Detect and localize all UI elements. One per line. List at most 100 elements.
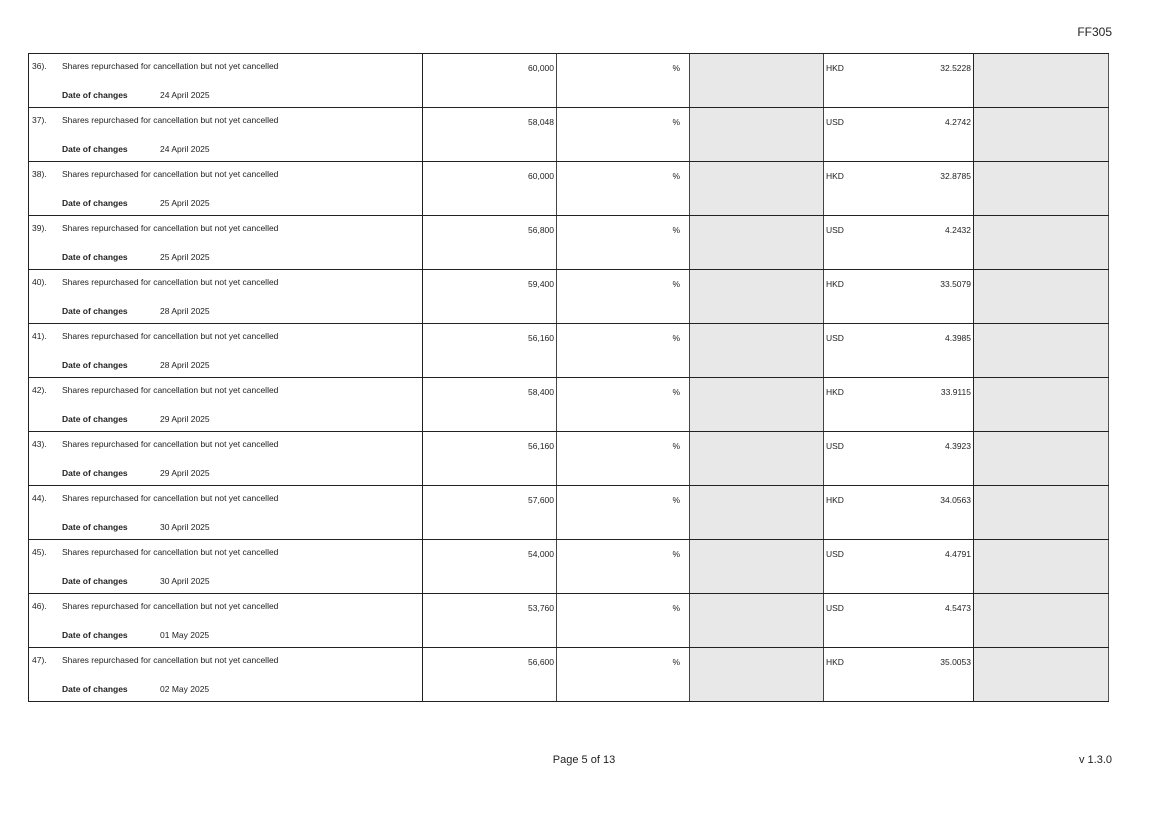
price-value: 34.0563 (940, 495, 971, 505)
shaded-cell (690, 108, 824, 161)
shaded-cell (690, 54, 824, 107)
percent-symbol: % (672, 441, 680, 451)
percent-symbol: % (672, 225, 680, 235)
event-description: Shares repurchased for cancellation but … (62, 331, 279, 341)
shaded-cell (690, 486, 824, 539)
price-value: 33.5079 (940, 279, 971, 289)
event-description: Shares repurchased for cancellation but … (62, 601, 279, 611)
currency: HKD (826, 387, 844, 397)
shares-value: 58,048 (528, 117, 554, 127)
percent-symbol: % (672, 603, 680, 613)
description-cell: 39). Shares repurchased for cancellation… (29, 216, 423, 269)
price-cell: USD 4.3985 (824, 324, 974, 377)
description-cell: 46). Shares repurchased for cancellation… (29, 594, 423, 647)
event-description: Shares repurchased for cancellation but … (62, 277, 279, 287)
currency: HKD (826, 63, 844, 73)
shares-value: 54,000 (528, 549, 554, 559)
price-value: 32.8785 (940, 171, 971, 181)
table-row: 39). Shares repurchased for cancellation… (29, 216, 1109, 270)
shaded-cell (974, 378, 1109, 431)
shaded-cell (690, 324, 824, 377)
shares-value: 60,000 (528, 171, 554, 181)
shaded-cell (974, 108, 1109, 161)
description-cell: 37). Shares repurchased for cancellation… (29, 108, 423, 161)
percent-cell: % (557, 162, 690, 215)
percent-cell: % (557, 486, 690, 539)
price-value: 4.4791 (945, 549, 971, 559)
date-value: 25 April 2025 (160, 252, 210, 262)
currency: USD (826, 225, 844, 235)
event-description: Shares repurchased for cancellation but … (62, 493, 279, 503)
currency: USD (826, 441, 844, 451)
currency: HKD (826, 171, 844, 181)
date-value: 24 April 2025 (160, 90, 210, 100)
shares-value: 53,760 (528, 603, 554, 613)
date-label: Date of changes (62, 684, 128, 694)
event-description: Shares repurchased for cancellation but … (62, 547, 279, 557)
date-label: Date of changes (62, 414, 128, 424)
shares-cell: 56,160 (423, 324, 557, 377)
price-value: 4.3923 (945, 441, 971, 451)
shares-cell: 56,160 (423, 432, 557, 485)
date-label: Date of changes (62, 360, 128, 370)
currency: USD (826, 549, 844, 559)
shaded-cell (974, 540, 1109, 593)
percent-cell: % (557, 648, 690, 701)
percent-symbol: % (672, 549, 680, 559)
currency: HKD (826, 495, 844, 505)
shares-value: 57,600 (528, 495, 554, 505)
table-row: 36). Shares repurchased for cancellation… (29, 54, 1109, 108)
shares-cell: 56,600 (423, 648, 557, 701)
shaded-cell (974, 54, 1109, 107)
shaded-cell (974, 594, 1109, 647)
shares-value: 59,400 (528, 279, 554, 289)
date-value: 30 April 2025 (160, 522, 210, 532)
table-row: 43). Shares repurchased for cancellation… (29, 432, 1109, 486)
price-value: 4.2432 (945, 225, 971, 235)
date-label: Date of changes (62, 144, 128, 154)
date-label: Date of changes (62, 576, 128, 586)
shares-cell: 58,400 (423, 378, 557, 431)
date-value: 25 April 2025 (160, 198, 210, 208)
shares-cell: 59,400 (423, 270, 557, 323)
price-value: 35.0053 (940, 657, 971, 667)
percent-symbol: % (672, 63, 680, 73)
table-row: 46). Shares repurchased for cancellation… (29, 594, 1109, 648)
date-label: Date of changes (62, 252, 128, 262)
date-value: 28 April 2025 (160, 360, 210, 370)
version-label: v 1.3.0 (1078, 754, 1112, 766)
shares-cell: 53,760 (423, 594, 557, 647)
page-number: Page 5 of 13 (552, 754, 616, 766)
currency: HKD (826, 279, 844, 289)
price-value: 33.9115 (940, 387, 971, 397)
shaded-cell (690, 540, 824, 593)
shaded-cell (690, 432, 824, 485)
shaded-cell (690, 216, 824, 269)
event-description: Shares repurchased for cancellation but … (62, 61, 279, 71)
price-cell: USD 4.3923 (824, 432, 974, 485)
table-row: 38). Shares repurchased for cancellation… (29, 162, 1109, 216)
shaded-cell (690, 162, 824, 215)
percent-cell: % (557, 324, 690, 377)
percent-cell: % (557, 432, 690, 485)
shares-cell: 58,048 (423, 108, 557, 161)
description-cell: 47). Shares repurchased for cancellation… (29, 648, 423, 701)
price-cell: HKD 32.5228 (824, 54, 974, 107)
table-row: 45). Shares repurchased for cancellation… (29, 540, 1109, 594)
shares-cell: 56,800 (423, 216, 557, 269)
description-cell: 45). Shares repurchased for cancellation… (29, 540, 423, 593)
date-label: Date of changes (62, 306, 128, 316)
price-cell: USD 4.4791 (824, 540, 974, 593)
price-cell: USD 4.2432 (824, 216, 974, 269)
currency: USD (826, 603, 844, 613)
row-number: 45). (32, 547, 47, 557)
price-value: 32.5228 (940, 63, 971, 73)
shaded-cell (974, 432, 1109, 485)
date-label: Date of changes (62, 90, 128, 100)
event-description: Shares repurchased for cancellation but … (62, 385, 279, 395)
price-value: 4.2742 (945, 117, 971, 127)
shaded-cell (974, 162, 1109, 215)
row-number: 36). (32, 61, 47, 71)
event-description: Shares repurchased for cancellation but … (62, 169, 279, 179)
form-code: FF305 (1077, 25, 1112, 39)
